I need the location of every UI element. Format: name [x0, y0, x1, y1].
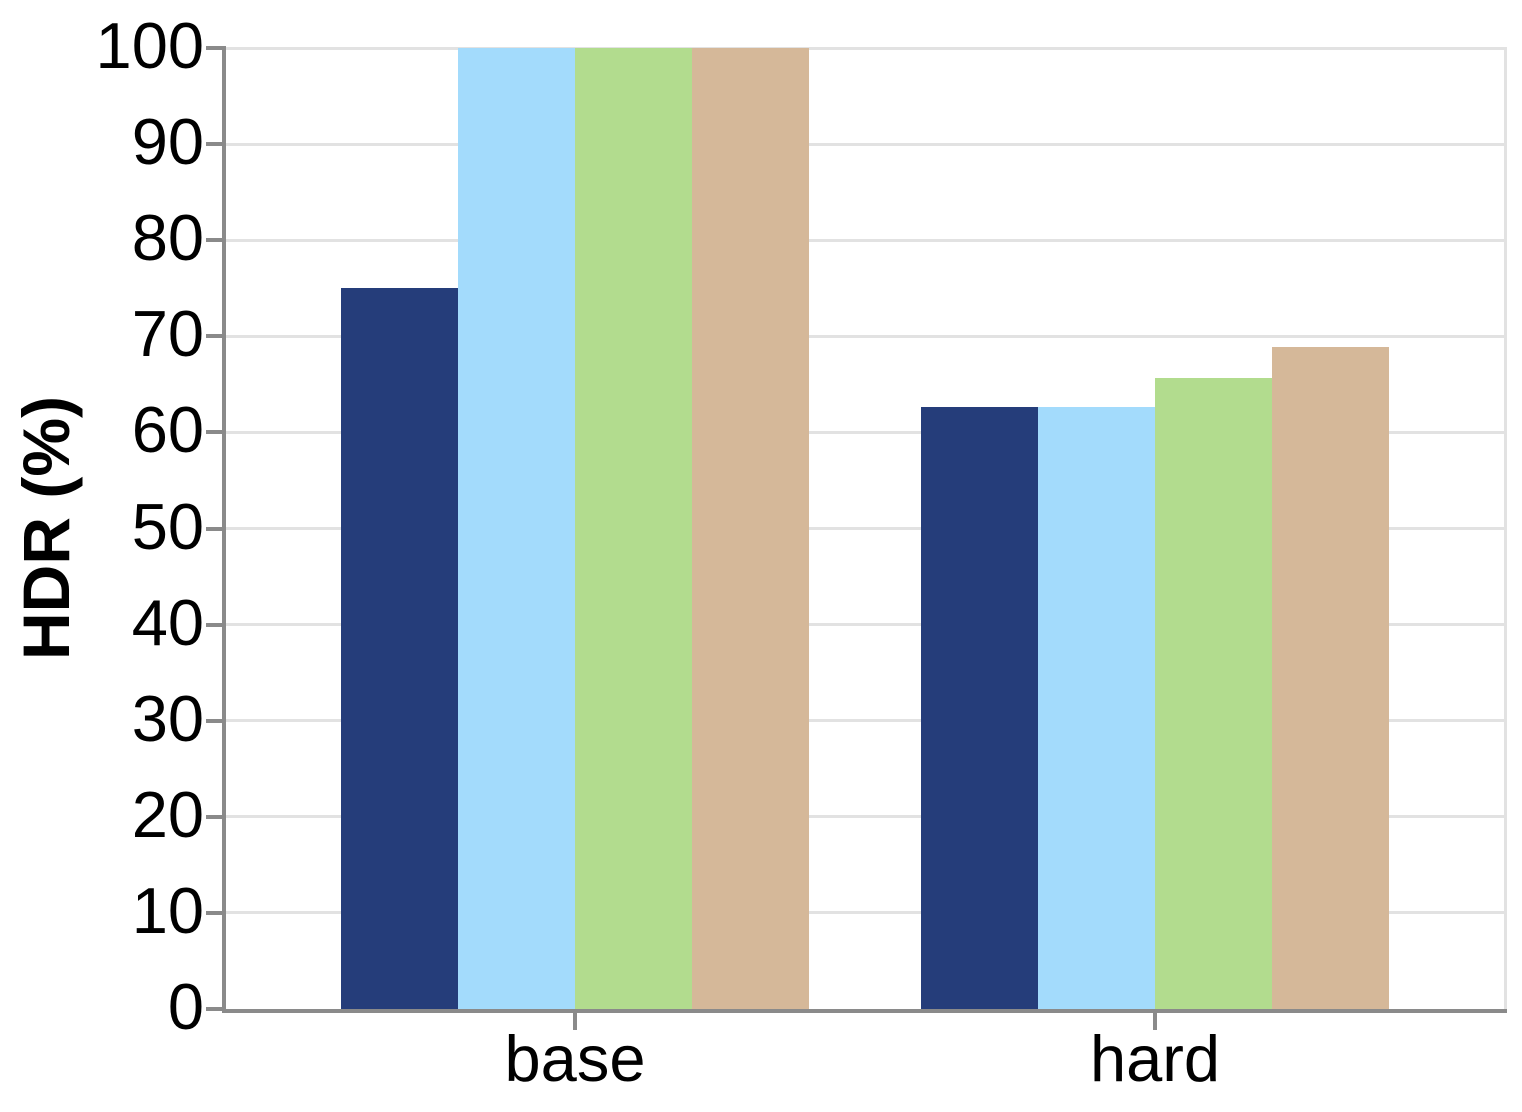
bar-tan-hard [1272, 346, 1389, 1009]
gridline [226, 623, 1507, 627]
y-tick-label: 80 [131, 201, 204, 275]
bar-light-blue-hard [1038, 407, 1155, 1009]
y-tick-label: 30 [131, 681, 204, 755]
plot-area [226, 46, 1507, 1009]
x-axis-line [222, 1009, 1507, 1013]
y-tick [206, 910, 222, 915]
category-label-hard: hard [1089, 1022, 1221, 1095]
bar-tan-base [692, 48, 809, 1009]
y-tick [206, 142, 222, 147]
bar-green-base [575, 48, 692, 1009]
y-tick [206, 622, 222, 627]
y-tick [206, 718, 222, 723]
x-tick [573, 1013, 577, 1030]
y-tick-label: 100 [95, 9, 204, 82]
y-tick-label: 90 [131, 105, 204, 179]
y-tick-label: 50 [131, 489, 204, 563]
bar-navy-base [341, 288, 458, 1009]
gridline [226, 238, 1507, 242]
gridline [226, 911, 1507, 915]
y-tick-label: 70 [131, 297, 204, 371]
y-tick [206, 238, 222, 243]
gridline [226, 527, 1507, 530]
y-tick [206, 334, 222, 339]
y-tick [206, 430, 222, 435]
gridline [226, 815, 1507, 819]
y-tick-label: 10 [131, 873, 204, 947]
y-tick-label: 60 [131, 393, 204, 467]
y-tick-label: 40 [131, 585, 204, 659]
gridline [226, 334, 1507, 338]
y-tick [206, 46, 222, 50]
bar-green-hard [1155, 377, 1272, 1009]
gridline [226, 430, 1507, 434]
gridline [226, 46, 1507, 50]
gridline [226, 142, 1507, 146]
category-label-base: base [504, 1022, 646, 1095]
y-tick-label: 20 [131, 777, 204, 851]
y-tick-label: 0 [167, 970, 204, 1043]
y-tick [206, 814, 222, 819]
y-axis-line [222, 46, 226, 1013]
x-tick [1153, 1013, 1157, 1030]
bar-navy-hard [921, 407, 1038, 1009]
gridline [226, 719, 1507, 723]
y-tick [206, 1007, 222, 1011]
bar-light-blue-base [458, 48, 575, 1009]
y-tick [206, 526, 222, 531]
